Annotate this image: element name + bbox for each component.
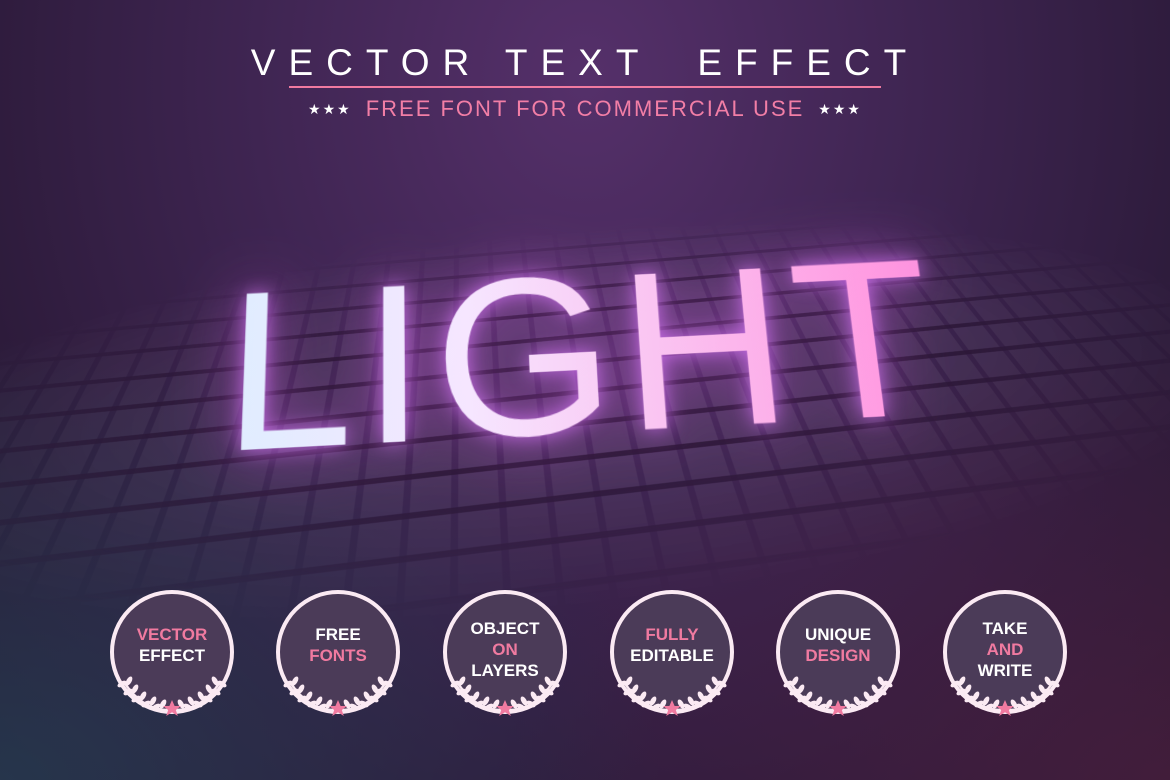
badge-line: DESIGN (776, 645, 900, 666)
laurel-icon (945, 676, 1065, 716)
star-icon: ★★★ (308, 101, 352, 117)
badge-line: UNIQUE (776, 624, 900, 645)
laurel-icon (278, 676, 398, 716)
feature-badge: TAKE AND WRITE (943, 590, 1067, 714)
feature-badge: FREE FONTS (276, 590, 400, 714)
badge-line: FREE (276, 624, 400, 645)
laurel-icon (612, 676, 732, 716)
badge-line: OBJECT (443, 618, 567, 639)
feature-badge: FULLY EDITABLE (610, 590, 734, 714)
laurel-icon (778, 676, 898, 716)
feature-badge: OBJECT ON LAYERS (443, 590, 567, 714)
badge-label: FULLY EDITABLE (610, 624, 734, 666)
badge-line: VECTOR (110, 624, 234, 645)
badge-line: FULLY (610, 624, 734, 645)
subtitle: ★★★ FREE FONT FOR COMMERCIAL USE ★★★ (0, 96, 1170, 122)
laurel-icon (445, 676, 565, 716)
feature-badge: UNIQUE DESIGN (776, 590, 900, 714)
page-title: VECTOR TEXT EFFECT (0, 42, 1170, 84)
star-icon: ★★★ (818, 101, 862, 117)
badge-label: VECTOR EFFECT (110, 624, 234, 666)
subtitle-text: FREE FONT FOR COMMERCIAL USE (366, 96, 805, 121)
badge-line: EDITABLE (610, 645, 734, 666)
title-divider (289, 86, 881, 88)
laurel-icon (112, 676, 232, 716)
badge-label: TAKE AND WRITE (943, 618, 1067, 681)
badge-label: OBJECT ON LAYERS (443, 618, 567, 681)
badge-label: FREE FONTS (276, 624, 400, 666)
badge-line: ON (443, 639, 567, 660)
badge-label: UNIQUE DESIGN (776, 624, 900, 666)
badge-line: EFFECT (110, 645, 234, 666)
badge-line: FONTS (276, 645, 400, 666)
badge-line: TAKE (943, 618, 1067, 639)
feature-badge: VECTOR EFFECT (110, 590, 234, 714)
badge-line: AND (943, 639, 1067, 660)
